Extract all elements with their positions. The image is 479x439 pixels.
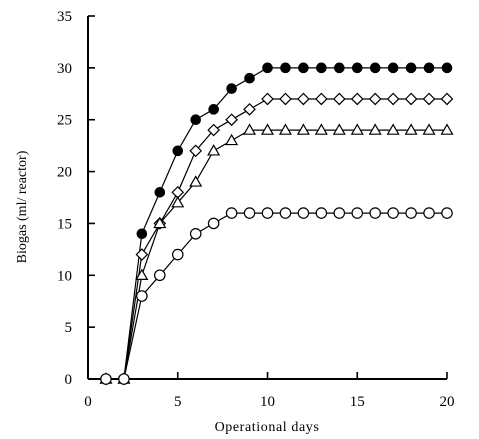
point-filled-circle — [262, 62, 273, 74]
point-open-triangle — [296, 123, 310, 135]
point-open-triangle — [314, 123, 328, 135]
point-open-circle — [297, 207, 310, 219]
point-open-diamond — [297, 92, 310, 106]
point-filled-circle — [226, 83, 237, 94]
x-axis-label: Operational days — [215, 420, 320, 435]
point-open-circle — [315, 207, 328, 219]
point-filled-circle — [369, 62, 381, 74]
y-tick-label: 5 — [65, 320, 73, 336]
point-filled-circle — [280, 62, 291, 74]
tick-labels: 0 5 10 15 20 25 30 35 0 5 10 15 20 — [57, 9, 455, 410]
point-open-triangle — [386, 123, 400, 135]
tick-marks — [87, 15, 448, 380]
point-open-circle — [100, 373, 112, 385]
point-open-triangle — [260, 123, 275, 135]
point-open-triangle — [404, 123, 418, 135]
point-open-diamond — [386, 92, 400, 106]
point-open-circle — [243, 207, 256, 219]
point-open-circle — [333, 207, 346, 219]
point-filled-circle — [351, 62, 363, 74]
point-open-diamond — [135, 248, 149, 261]
series-open-circle-markers — [100, 207, 453, 385]
point-filled-circle — [154, 187, 166, 198]
series-open-diamond-markers — [99, 92, 454, 386]
point-open-circle — [405, 207, 417, 219]
y-tick-label: 30 — [57, 61, 72, 77]
point-open-diamond — [350, 92, 364, 106]
point-open-circle — [441, 207, 453, 219]
point-open-triangle — [135, 268, 149, 281]
point-open-circle — [351, 207, 364, 219]
point-filled-circle — [423, 62, 435, 74]
point-open-diamond — [207, 123, 220, 137]
y-tick-label: 10 — [57, 268, 72, 284]
point-filled-circle — [190, 114, 201, 126]
point-open-diamond — [243, 102, 256, 116]
y-axis-label: Biogas (ml/ reactor) — [15, 150, 30, 263]
point-open-diamond — [368, 92, 382, 106]
point-open-triangle — [278, 123, 292, 135]
point-open-triangle — [243, 123, 257, 135]
point-open-circle — [261, 207, 274, 219]
point-open-triangle — [422, 123, 436, 135]
point-open-diamond — [315, 92, 328, 106]
point-filled-circle — [298, 62, 309, 74]
series-line-open-triangle — [106, 129, 447, 380]
point-open-circle — [279, 207, 292, 219]
y-tick-label: 15 — [57, 216, 72, 232]
point-open-triangle — [332, 123, 346, 135]
point-open-triangle — [153, 216, 167, 229]
point-open-circle — [136, 290, 148, 302]
point-open-circle — [207, 217, 220, 230]
y-tick-label: 25 — [57, 113, 72, 129]
point-open-diamond — [332, 92, 346, 106]
point-open-diamond — [404, 92, 418, 106]
point-filled-circle — [244, 72, 255, 84]
point-open-circle — [118, 373, 130, 385]
point-open-circle — [225, 207, 238, 219]
y-tick-label: 35 — [57, 9, 72, 25]
point-open-triangle — [368, 123, 382, 135]
point-filled-circle — [208, 104, 219, 115]
point-open-triangle — [207, 144, 221, 156]
y-tick-label: 20 — [57, 165, 72, 181]
point-open-diamond — [279, 92, 292, 106]
point-filled-circle — [334, 62, 345, 74]
point-filled-circle — [136, 228, 148, 240]
series-line-open-circle — [106, 212, 447, 380]
x-tick-label: 20 — [440, 394, 455, 410]
point-filled-circle — [387, 62, 399, 74]
point-open-diamond — [225, 113, 238, 127]
x-tick-label: 10 — [260, 394, 275, 410]
point-open-diamond — [422, 92, 436, 106]
point-filled-circle — [316, 62, 327, 74]
x-tick-label: 15 — [350, 394, 365, 410]
series-open-triangle-markers — [99, 123, 454, 384]
y-tick-label: 0 — [65, 372, 73, 388]
point-open-triangle — [189, 175, 203, 187]
point-open-triangle — [225, 133, 239, 146]
point-open-circle — [423, 207, 435, 219]
point-filled-circle — [405, 62, 417, 74]
point-open-diamond — [440, 92, 454, 106]
series-line-open-diamond — [106, 98, 447, 380]
point-open-circle — [154, 269, 166, 282]
point-open-circle — [387, 207, 399, 219]
point-open-diamond — [189, 144, 203, 158]
point-open-triangle — [440, 123, 454, 135]
point-filled-circle — [172, 145, 184, 157]
series-markers — [99, 62, 454, 386]
point-open-triangle — [171, 195, 185, 208]
x-tick-label: 5 — [174, 394, 182, 410]
point-open-diamond — [261, 92, 274, 106]
point-open-circle — [369, 207, 381, 219]
point-open-circle — [189, 228, 202, 240]
x-tick-label: 0 — [84, 394, 92, 410]
point-open-circle — [171, 248, 184, 261]
point-open-triangle — [350, 123, 364, 135]
point-filled-circle — [441, 62, 453, 74]
